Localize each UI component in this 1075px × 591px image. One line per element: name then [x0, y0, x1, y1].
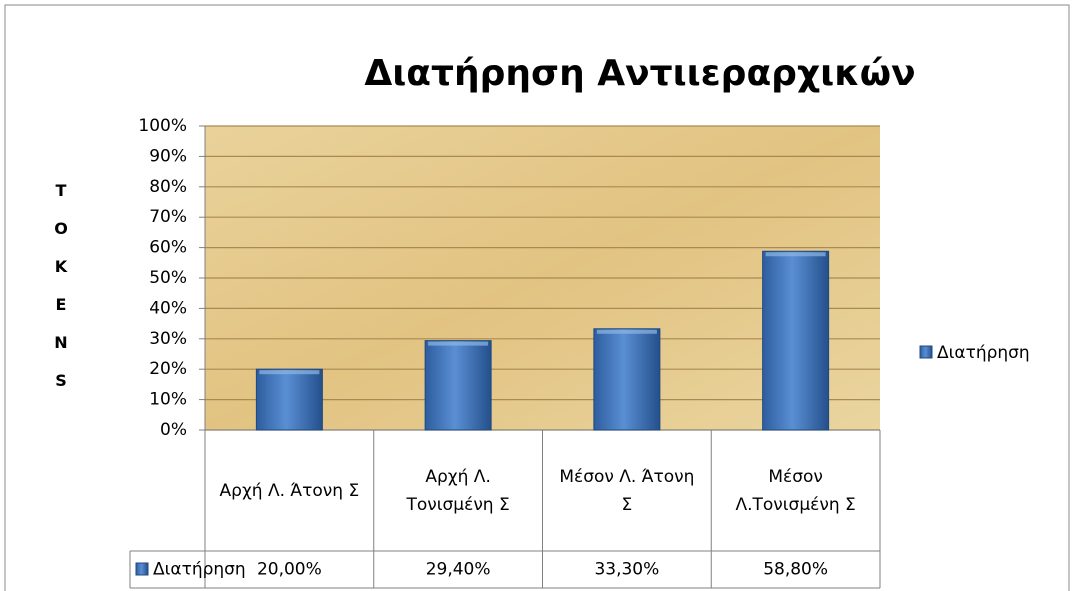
y-tick-label: 20% — [149, 359, 187, 379]
bar — [255, 368, 323, 431]
bar-top — [259, 370, 320, 375]
chart-title: Διατήρηση Αντιιεραρχικών — [364, 53, 915, 94]
bar — [762, 250, 830, 431]
category-label: Αρχή Λ. Άτονη Σ — [219, 480, 360, 501]
bar — [424, 340, 492, 431]
table-series-name: Διατήρηση — [153, 560, 246, 580]
y-tick-label: 70% — [149, 207, 187, 227]
bar-top — [765, 252, 826, 257]
y-tick-label: 10% — [149, 390, 187, 410]
y-tick-label: 0% — [160, 420, 187, 440]
legend-label: Διατήρηση — [937, 343, 1030, 363]
category-label-cell: Μέσον Λ.Τονισμένη Σ — [735, 466, 856, 515]
y-tick-label: 80% — [149, 177, 187, 197]
data-table-value: 29,40% — [426, 560, 491, 580]
table-legend-key — [135, 562, 149, 576]
data-table-value: 58,80% — [763, 560, 828, 580]
category-label-cell: Αρχή Λ. Άτονη Σ — [219, 480, 360, 501]
y-tick-label: 60% — [149, 238, 187, 258]
legend-key — [919, 345, 933, 359]
category-label: Μέσον Λ.Τονισμένη Σ — [735, 466, 856, 515]
category-label: Αρχή Λ. Τονισμένη Σ — [406, 466, 510, 515]
bar-top — [428, 341, 489, 346]
y-axis-label: TOKENS — [54, 181, 68, 390]
y-tick-label: 30% — [149, 329, 187, 349]
y-tick-label: 90% — [149, 146, 187, 166]
data-table-value: 33,30% — [594, 560, 659, 580]
category-label: Μέσον Λ. Άτονη Σ — [559, 466, 695, 515]
category-label-cell: Μέσον Λ. Άτονη Σ — [559, 466, 695, 515]
category-label-cell: Αρχή Λ. Τονισμένη Σ — [406, 466, 510, 515]
data-table-value: 20,00% — [257, 560, 322, 580]
y-tick-label: 50% — [149, 268, 187, 288]
bar — [593, 328, 661, 431]
bar-top — [596, 329, 657, 334]
y-tick-label: 100% — [138, 116, 187, 136]
y-tick-label: 40% — [149, 298, 187, 318]
